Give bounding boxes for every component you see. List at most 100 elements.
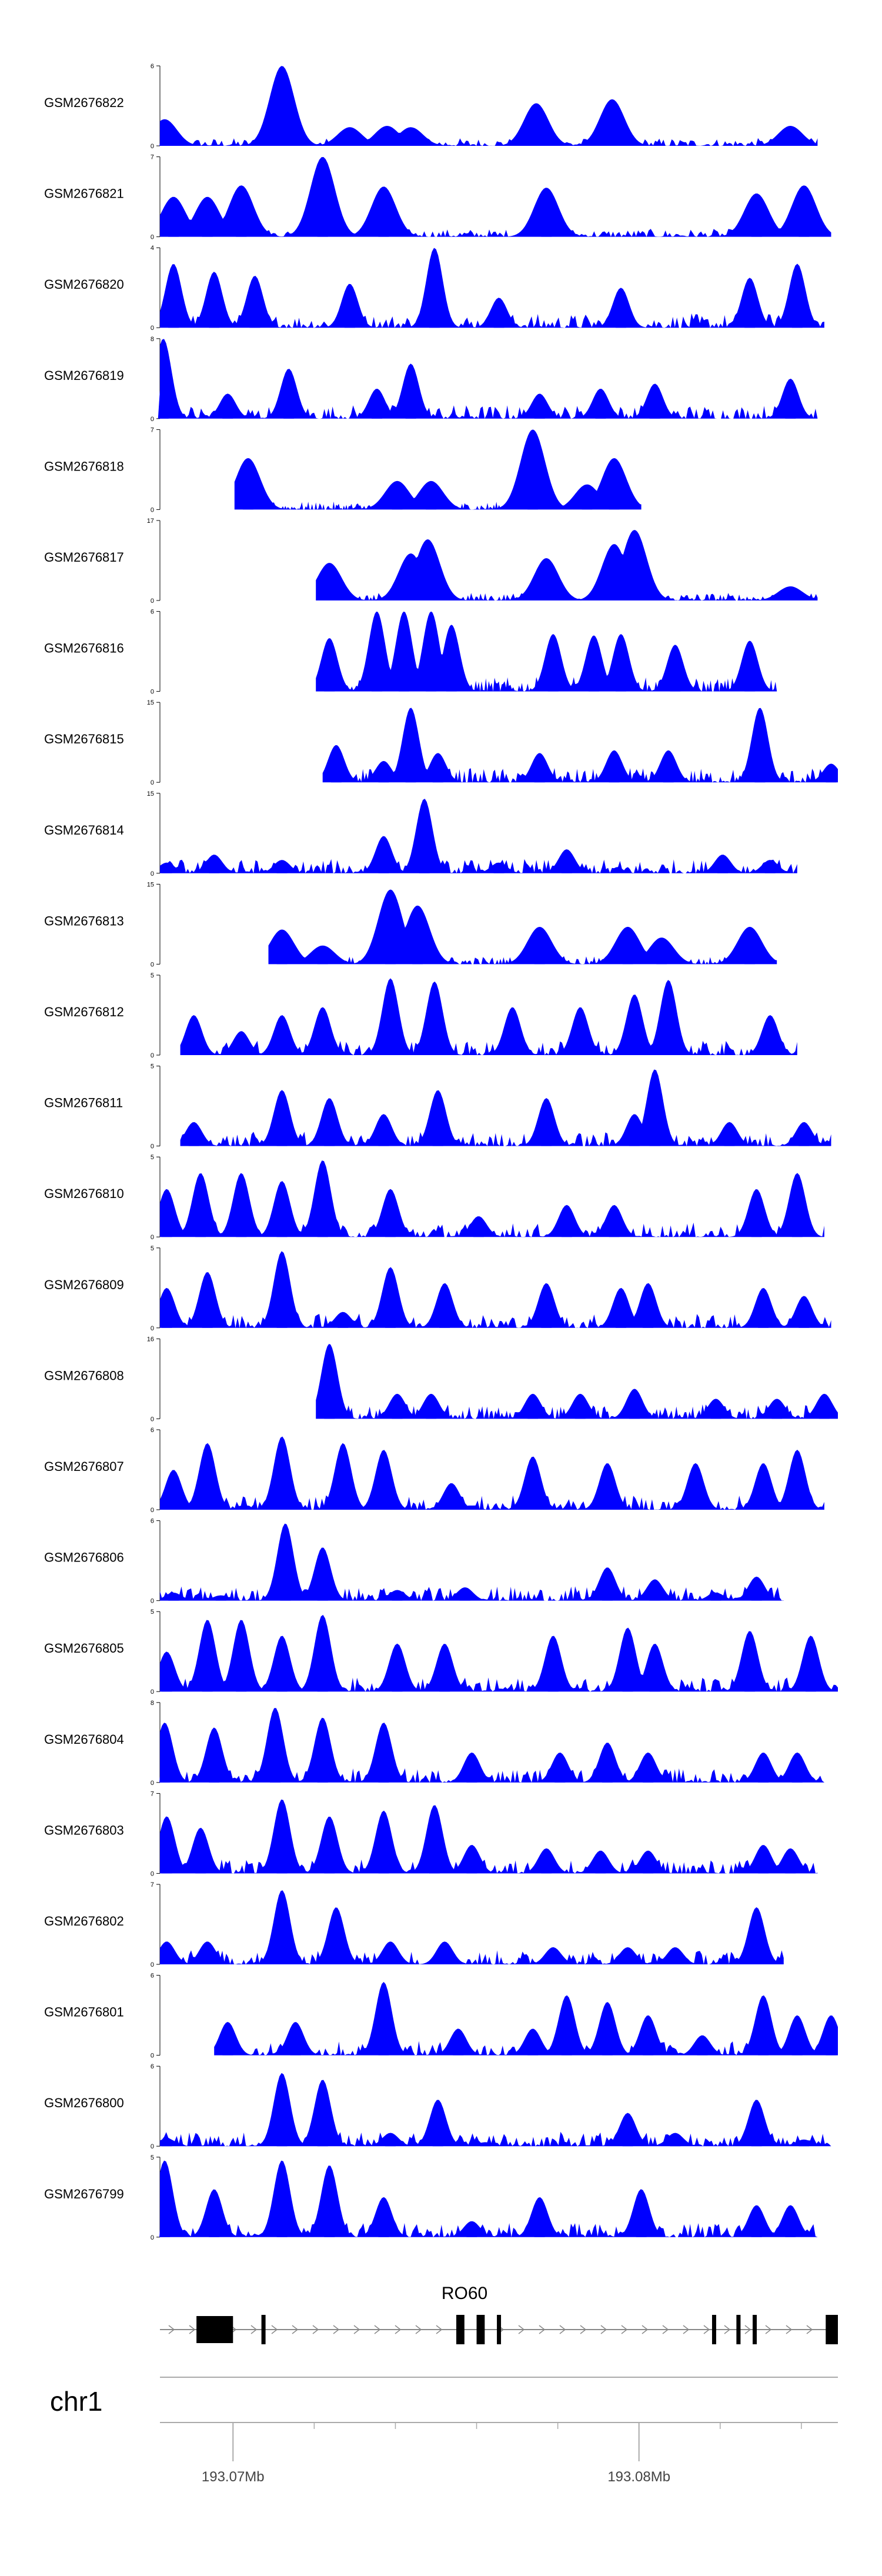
peak-mark-1	[209, 2189, 220, 2237]
axis-tick-label: 193.08Mb	[607, 2469, 670, 2485]
y-max-label: 6	[151, 1427, 154, 1434]
peak-mark-8	[670, 1947, 681, 1964]
peak-mark-11	[805, 1636, 816, 1692]
peak-mark-11	[826, 2015, 837, 2056]
peak-mark-9	[751, 1189, 762, 1237]
track-GSM2676821: GSM2676821 7 0	[44, 154, 831, 241]
peak-mark-10	[791, 1450, 803, 1510]
coverage-area	[160, 157, 831, 237]
peak-mark-2	[276, 2160, 288, 2237]
peak-mark-1	[222, 393, 233, 419]
peak-mark-5	[392, 1643, 403, 1692]
peak-mark-3	[344, 283, 355, 328]
track-GSM2676804: GSM2676804 8 0	[44, 1700, 824, 1787]
y-min-label: 0	[151, 234, 154, 241]
peak-mark-2	[280, 1523, 291, 1601]
peak-mark-7	[643, 2015, 654, 2056]
track-GSM2676807: GSM2676807 6 0	[44, 1427, 824, 1514]
track-GSM2676813: GSM2676813 15 0	[44, 881, 777, 968]
track-label: GSM2676801	[44, 2005, 124, 2020]
peak-mark-3	[317, 1007, 328, 1055]
peak-mark-7	[622, 1947, 633, 1964]
peak-mark-6	[473, 1216, 484, 1237]
y-min-label: 0	[151, 1052, 154, 1059]
peak-mark-5	[547, 634, 559, 692]
y-max-label: 5	[151, 1063, 154, 1070]
peak-mark-2	[385, 889, 396, 965]
peak-mark-5	[609, 458, 620, 510]
track-label: GSM2676813	[44, 913, 124, 928]
peak-mark-7	[799, 185, 810, 237]
track-GSM2676818: GSM2676818 7 0	[44, 426, 642, 513]
peak-mark-7	[547, 1636, 559, 1692]
strand-arrow	[518, 2325, 525, 2334]
peak-mark-10	[744, 1630, 756, 1692]
y-max-label: 6	[151, 1973, 154, 1980]
coverage-area	[180, 978, 797, 1055]
strand-arrow	[580, 2325, 587, 2334]
peak-mark-5	[446, 1483, 457, 1510]
gene-track: RO60	[160, 2284, 838, 2344]
y-min-label: 0	[151, 598, 154, 605]
y-min-label: 0	[151, 1689, 154, 1696]
peak-mark-7	[785, 126, 796, 146]
coverage-area	[160, 1614, 838, 1692]
peak-mark-8	[643, 1283, 654, 1328]
peak-mark-6	[561, 849, 572, 873]
coverage-area	[160, 248, 824, 328]
peak-mark-11	[785, 1848, 796, 1874]
peak-mark-1	[202, 1619, 213, 1692]
peak-mark-3	[527, 429, 539, 510]
track-GSM2676815: GSM2676815 15 0	[44, 699, 838, 786]
axis-tick-label: 193.07Mb	[202, 2469, 265, 2485]
track-GSM2676816: GSM2676816 6 0	[44, 609, 777, 696]
peak-mark-4	[574, 1393, 586, 1419]
peak-mark-1	[378, 760, 389, 783]
peak-mark-2	[344, 127, 355, 146]
peak-mark-4	[405, 363, 416, 419]
peak-mark-8	[643, 1752, 654, 1783]
strand-arrow	[415, 2325, 422, 2334]
peak-mark-0	[330, 745, 342, 783]
peak-mark-2	[276, 1251, 288, 1328]
peak-mark-1	[371, 611, 382, 692]
peak-mark-6	[629, 1114, 640, 1146]
coverage-area	[160, 1799, 818, 1874]
peak-mark-6	[710, 1399, 721, 1419]
peak-mark-7	[636, 2189, 647, 2237]
peak-mark-8	[791, 263, 803, 328]
strand-arrow	[703, 2325, 710, 2334]
y-max-label: 6	[151, 1518, 154, 1525]
strand-arrow	[436, 2325, 443, 2334]
peak-mark-0	[324, 563, 335, 600]
track-label: GSM2676807	[44, 1459, 124, 1474]
coverage-area	[160, 1160, 824, 1237]
coverage-area	[160, 1890, 784, 1964]
peak-mark-1	[215, 1595, 226, 1601]
track-GSM2676812: GSM2676812 5 0	[44, 972, 797, 1059]
y-min-label: 0	[151, 1598, 154, 1605]
y-min-label: 0	[151, 2053, 154, 2060]
peak-mark-0	[242, 458, 253, 510]
peak-mark-1	[317, 945, 328, 965]
peak-mark-8	[826, 763, 837, 783]
track-GSM2676817: GSM2676817 17 0	[44, 518, 818, 605]
peak-mark-5	[480, 2142, 491, 2147]
y-max-label: 5	[151, 1154, 154, 1161]
peak-mark-2	[422, 539, 433, 600]
peak-mark-6	[663, 750, 674, 783]
peak-mark-7	[754, 708, 766, 783]
peak-mark-2	[276, 1015, 288, 1055]
track-label: GSM2676810	[44, 1186, 124, 1201]
peak-mark-0	[158, 338, 169, 419]
peak-mark-4	[378, 2197, 389, 2237]
strand-arrow	[271, 2325, 278, 2334]
peak-mark-6	[554, 1752, 566, 1783]
peak-mark-5	[629, 1389, 640, 1419]
peak-mark-2	[276, 1436, 288, 1510]
coverage-area	[160, 1523, 784, 1601]
y-min-label: 0	[151, 1234, 154, 1241]
peak-mark-0	[188, 1015, 199, 1055]
peak-mark-7	[649, 1069, 660, 1146]
peak-mark-3	[338, 1312, 349, 1328]
